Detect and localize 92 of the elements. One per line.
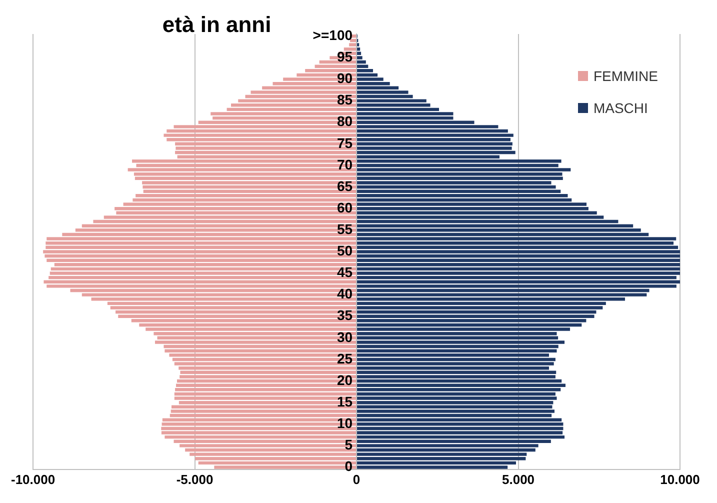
bar xyxy=(46,241,356,245)
y-tick-label: 25 xyxy=(336,350,353,366)
bar xyxy=(164,134,356,137)
y-tick-label: 50 xyxy=(336,242,353,259)
bar xyxy=(357,284,676,288)
bar xyxy=(44,254,356,258)
bar xyxy=(161,426,356,430)
y-tick-label: 80 xyxy=(336,113,353,130)
y-tick-label: 85 xyxy=(336,92,353,108)
y-tick-label: 15 xyxy=(336,393,353,410)
bar xyxy=(350,38,356,42)
y-tick-label: >=100 xyxy=(312,27,353,44)
bar xyxy=(357,267,680,271)
bar xyxy=(357,142,512,146)
bar xyxy=(357,426,564,430)
y-tick-label: 5 xyxy=(344,436,353,453)
bar xyxy=(357,241,674,245)
bar xyxy=(357,150,516,154)
bar xyxy=(178,366,356,370)
bar xyxy=(164,435,356,439)
y-tick-label: 40 xyxy=(336,286,353,302)
bar xyxy=(357,435,565,439)
bar xyxy=(357,405,552,409)
bar xyxy=(357,358,556,362)
bar xyxy=(357,272,680,275)
bar xyxy=(128,168,356,172)
bar xyxy=(357,396,557,400)
bar xyxy=(174,392,356,396)
bar xyxy=(357,323,582,327)
bar xyxy=(357,202,587,206)
bar xyxy=(110,306,356,310)
bar xyxy=(357,340,565,344)
bar xyxy=(357,306,603,310)
bar xyxy=(210,112,356,116)
bar xyxy=(357,99,426,102)
bar xyxy=(357,134,514,137)
legend-label: FEMMINE xyxy=(593,68,658,84)
bar xyxy=(176,146,356,150)
bar xyxy=(357,168,571,172)
bar xyxy=(357,293,647,296)
bar xyxy=(357,379,562,383)
y-tick-label: 55 xyxy=(336,221,353,238)
x-tick-label: -10.000 xyxy=(11,472,56,487)
x-tick-label: 10.000 xyxy=(660,472,700,487)
bar xyxy=(134,176,356,180)
bar xyxy=(357,410,554,413)
bar xyxy=(357,47,360,51)
bar xyxy=(357,276,676,280)
bar xyxy=(170,410,356,413)
y-tick-label: 35 xyxy=(336,307,353,324)
bar xyxy=(357,448,536,452)
bar xyxy=(357,237,676,240)
y-tick-label: 30 xyxy=(336,328,353,345)
bar xyxy=(357,112,454,116)
y-tick-label: 10 xyxy=(336,414,353,431)
bar xyxy=(357,362,554,366)
bar xyxy=(161,431,356,434)
y-tick-label: 20 xyxy=(336,372,353,388)
bar xyxy=(46,237,356,240)
bar xyxy=(357,52,362,56)
bar xyxy=(344,47,356,51)
y-tick-label: 70 xyxy=(336,156,353,172)
bar xyxy=(357,176,563,180)
y-tick-label: 0 xyxy=(344,458,353,474)
chart-title: età in anni xyxy=(162,12,272,37)
bar xyxy=(357,258,680,262)
y-tick-label: 60 xyxy=(336,199,353,216)
x-tick-label: -5.000 xyxy=(176,472,214,487)
y-tick-label: 45 xyxy=(336,264,353,280)
bar xyxy=(166,129,356,133)
bar xyxy=(357,250,680,254)
bar xyxy=(357,146,512,150)
bar xyxy=(357,60,366,64)
bar xyxy=(171,405,356,409)
bar xyxy=(180,370,356,374)
y-tick-label: 95 xyxy=(336,48,353,65)
bar xyxy=(174,362,356,366)
bar xyxy=(357,370,556,374)
bar xyxy=(46,258,356,262)
x-tick-label: 5.000 xyxy=(502,472,535,487)
y-tick-label: 65 xyxy=(336,178,353,194)
bar xyxy=(357,246,678,250)
y-tick-label: 90 xyxy=(336,70,353,86)
y-tick-label: 75 xyxy=(336,134,353,151)
legend-label: MASCHI xyxy=(593,100,648,116)
bar xyxy=(46,284,356,288)
bar xyxy=(357,431,563,434)
bar xyxy=(357,400,554,404)
bar xyxy=(154,340,356,344)
bar xyxy=(357,56,362,60)
bar xyxy=(357,254,680,258)
bar xyxy=(175,150,356,154)
